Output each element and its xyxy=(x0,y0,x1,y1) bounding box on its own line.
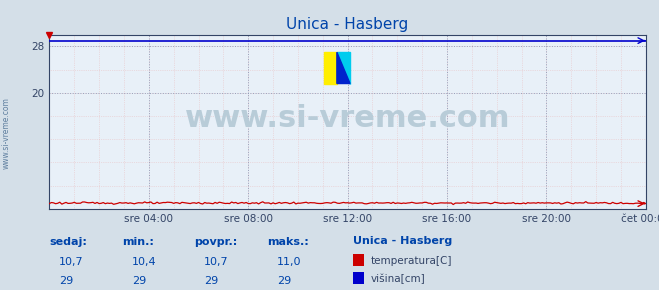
Text: 29: 29 xyxy=(132,276,146,286)
Text: 10,7: 10,7 xyxy=(204,257,229,267)
Bar xyxy=(324,52,337,84)
Text: 29: 29 xyxy=(277,276,291,286)
Text: 29: 29 xyxy=(204,276,219,286)
Text: 10,4: 10,4 xyxy=(132,257,156,267)
Text: 10,7: 10,7 xyxy=(59,257,84,267)
Text: Unica - Hasberg: Unica - Hasberg xyxy=(353,235,452,246)
Text: maks.:: maks.: xyxy=(267,237,308,247)
Text: povpr.:: povpr.: xyxy=(194,237,238,247)
Text: www.si-vreme.com: www.si-vreme.com xyxy=(185,104,510,133)
Text: min.:: min.: xyxy=(122,237,154,247)
Text: temperatura[C]: temperatura[C] xyxy=(371,255,453,266)
Text: sedaj:: sedaj: xyxy=(49,237,87,247)
Text: višina[cm]: višina[cm] xyxy=(371,273,426,284)
Text: 11,0: 11,0 xyxy=(277,257,301,267)
Title: Unica - Hasberg: Unica - Hasberg xyxy=(287,17,409,32)
Polygon shape xyxy=(337,52,350,84)
Text: www.si-vreme.com: www.si-vreme.com xyxy=(2,97,11,169)
Text: 29: 29 xyxy=(59,276,74,286)
Polygon shape xyxy=(337,52,350,84)
